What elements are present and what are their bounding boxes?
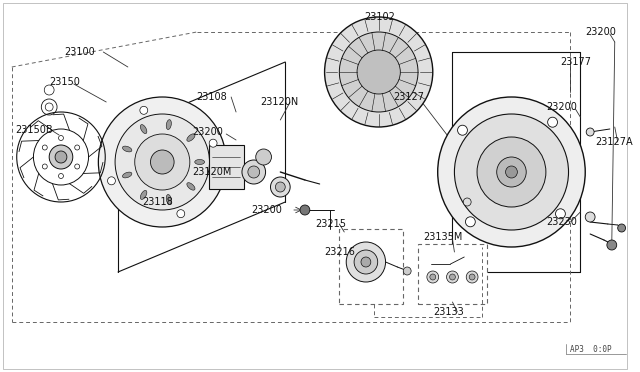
Circle shape <box>438 97 585 247</box>
Bar <box>209 145 244 189</box>
Circle shape <box>548 117 557 127</box>
Circle shape <box>346 242 385 282</box>
Circle shape <box>58 135 63 141</box>
Circle shape <box>477 137 546 207</box>
Ellipse shape <box>187 134 195 141</box>
Circle shape <box>361 257 371 267</box>
Ellipse shape <box>122 172 132 178</box>
Text: 23200: 23200 <box>546 102 577 112</box>
Circle shape <box>271 177 290 197</box>
Circle shape <box>354 250 378 274</box>
Circle shape <box>618 224 625 232</box>
Circle shape <box>49 145 73 169</box>
Text: 23108: 23108 <box>196 92 227 102</box>
Circle shape <box>42 164 47 169</box>
Ellipse shape <box>166 195 172 204</box>
Circle shape <box>256 149 271 165</box>
Ellipse shape <box>187 183 195 190</box>
Circle shape <box>275 182 285 192</box>
Circle shape <box>300 205 310 215</box>
Text: 23120N: 23120N <box>260 97 299 107</box>
Circle shape <box>586 128 594 136</box>
Bar <box>418 244 487 304</box>
Circle shape <box>465 217 476 227</box>
Text: 23177: 23177 <box>561 57 591 67</box>
Ellipse shape <box>166 120 172 129</box>
Circle shape <box>506 166 517 178</box>
Text: 23216: 23216 <box>324 247 355 257</box>
Circle shape <box>497 157 526 187</box>
Circle shape <box>115 114 209 210</box>
Ellipse shape <box>140 125 147 134</box>
Circle shape <box>140 106 148 114</box>
Circle shape <box>454 114 568 230</box>
Ellipse shape <box>195 160 205 164</box>
Text: AP3  0:0P: AP3 0:0P <box>570 346 612 355</box>
Circle shape <box>447 271 458 283</box>
Circle shape <box>403 267 411 275</box>
Circle shape <box>607 240 617 250</box>
Text: 23135M: 23135M <box>423 232 462 242</box>
Circle shape <box>248 166 260 178</box>
Circle shape <box>324 17 433 127</box>
Circle shape <box>177 210 185 218</box>
Circle shape <box>585 212 595 222</box>
Circle shape <box>242 160 266 184</box>
Circle shape <box>135 134 190 190</box>
Circle shape <box>58 173 63 179</box>
Circle shape <box>209 139 217 147</box>
Bar <box>339 229 403 304</box>
Text: 23200: 23200 <box>192 127 223 137</box>
Text: 23215: 23215 <box>315 219 346 229</box>
Ellipse shape <box>140 190 147 199</box>
Text: 23102: 23102 <box>364 12 395 22</box>
Circle shape <box>357 50 401 94</box>
Circle shape <box>449 274 456 280</box>
Circle shape <box>339 32 418 112</box>
Circle shape <box>556 209 565 219</box>
Text: 23200: 23200 <box>585 27 616 37</box>
Circle shape <box>458 125 467 135</box>
Circle shape <box>108 177 115 185</box>
Circle shape <box>466 271 478 283</box>
Text: 23133: 23133 <box>433 307 463 317</box>
Ellipse shape <box>122 146 132 152</box>
Text: 23127: 23127 <box>394 92 424 102</box>
Circle shape <box>42 145 47 150</box>
Text: 23150B: 23150B <box>15 125 52 135</box>
Circle shape <box>469 274 475 280</box>
Text: 23150: 23150 <box>49 77 80 87</box>
Circle shape <box>463 198 471 206</box>
Text: 23120M: 23120M <box>192 167 231 177</box>
Text: 23100: 23100 <box>64 47 95 57</box>
Text: 23127A: 23127A <box>595 137 633 147</box>
Circle shape <box>55 151 67 163</box>
Text: 23118: 23118 <box>143 197 173 207</box>
Circle shape <box>99 97 226 227</box>
Circle shape <box>75 164 79 169</box>
Circle shape <box>427 271 438 283</box>
Circle shape <box>75 145 79 150</box>
Text: 23230: 23230 <box>546 217 577 227</box>
Text: 23200: 23200 <box>251 205 282 215</box>
Circle shape <box>430 274 436 280</box>
Circle shape <box>150 150 174 174</box>
